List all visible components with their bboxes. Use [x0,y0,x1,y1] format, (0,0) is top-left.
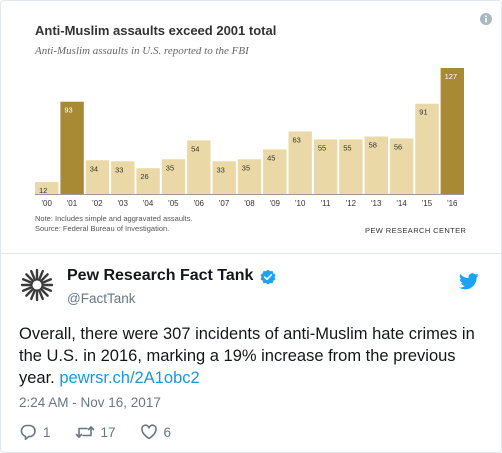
bar-04 [136,168,160,194]
bar-16 [440,68,464,194]
bar-value-label: 45 [267,153,275,162]
retweet-button[interactable]: 17 [75,423,116,441]
bar-value-label: 33 [115,165,123,174]
bar-06 [187,140,211,194]
bar-value-label: 127 [445,72,458,81]
x-tick-label: '13 [371,199,382,208]
bar-value-label: 12 [39,186,47,195]
bar-10 [288,131,312,194]
tweet-body: Overall, there were 307 incidents of ant… [19,325,475,387]
heart-icon [140,424,157,440]
avatar[interactable] [19,267,55,303]
bar-value-label: 58 [369,141,377,150]
x-tick-label: '10 [295,199,306,208]
tweet-link[interactable]: pewrsr.ch/2A1obc2 [59,369,200,387]
bar-value-label: 34 [90,164,98,173]
user-handle[interactable]: @FactTank [67,291,136,306]
chart-title: Anti-Muslim assaults exceed 2001 total [35,23,277,38]
bar-08 [237,159,262,194]
x-tick-label: '00 [41,199,52,208]
x-tick-label: '07 [219,199,230,208]
x-tick-label: '11 [321,199,331,208]
bar-11 [313,139,338,194]
bar-value-label: 63 [293,136,301,145]
tweet-text: Overall, there were 307 incidents of ant… [19,323,489,389]
bar-value-label: 54 [191,144,199,153]
reply-count: 1 [43,424,51,440]
x-tick-label: '03 [117,199,128,208]
x-tick-label: '15 [422,199,433,208]
bar-01 [60,101,84,194]
chart-image[interactable]: Anti-Muslim assaults exceed 2001 total A… [1,1,501,253]
bar-02 [85,160,110,194]
chart-subtitle: Anti-Muslim assaults in U.S. reported to… [35,45,249,57]
x-tick-label: '08 [244,199,255,208]
action-bar: 1 17 6 [19,422,195,442]
reply-icon [20,424,36,440]
x-tick-label: '04 [143,199,154,208]
note-line: Note: Includes simple and aggravated ass… [35,214,193,223]
info-icon[interactable] [480,13,492,25]
source-line: Source: Federal Bureau of Investigation. [35,224,170,233]
chart-note: Note: Includes simple and aggravated ass… [35,214,193,234]
like-button[interactable]: 6 [140,423,172,441]
reply-button[interactable]: 1 [19,423,51,441]
bar-value-label: 35 [242,163,250,172]
bar-value-label: 33 [217,165,225,174]
display-name[interactable]: Pew Research Fact Tank [67,267,254,284]
verified-badge-icon [260,269,276,285]
bar-07 [212,161,236,194]
divider [1,253,501,254]
bar-15 [415,103,439,194]
timestamp[interactable]: 2:24 AM - Nov 16, 2017 [19,395,161,410]
bar-value-label: 35 [166,163,174,172]
bar-09 [263,149,287,194]
like-count: 6 [163,424,172,440]
x-tick-label: '01 [67,199,78,208]
x-tick-label: '05 [168,199,179,208]
bar-value-label: 55 [343,143,351,152]
x-tick-label: '02 [92,199,103,208]
bar-00 [35,182,59,194]
x-tick-label: '09 [270,199,281,208]
x-tick-label: '16 [447,199,458,208]
x-tick-label: '14 [396,199,407,208]
bar-value-label: 93 [64,106,72,115]
bar-13 [364,136,388,194]
bar-value-label: 56 [394,142,402,151]
bar-chart: 12 '00 93 '01 34 '02 33 '03 26 '04 35 '05 54 '06 33 '07… [35,68,464,208]
retweet-count: 17 [100,424,116,440]
bar-value-label: 26 [140,172,148,181]
bar-value-label: 55 [318,143,326,152]
bar-value-label: 91 [419,108,427,117]
bar-03 [111,161,135,194]
x-tick-label: '12 [346,199,357,208]
twitter-bird-icon[interactable] [459,273,479,290]
bar-12 [339,139,363,194]
bar-14 [389,138,414,194]
retweet-icon [75,426,94,438]
x-tick-label: '06 [194,199,205,208]
chart-brand: PEW RESEARCH CENTER [365,226,467,235]
bar-05 [161,159,186,194]
